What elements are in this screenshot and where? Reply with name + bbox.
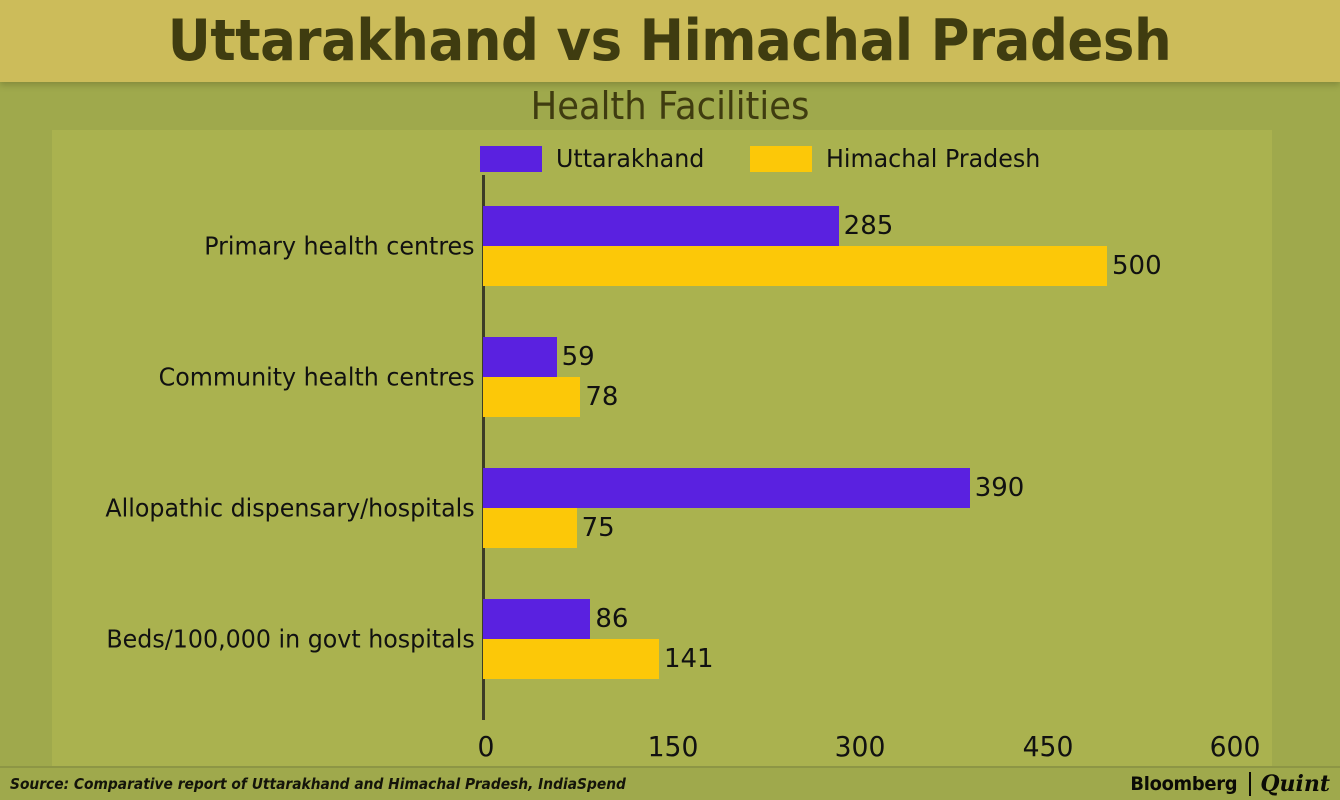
- x-tick-label: 150: [647, 730, 699, 763]
- x-tick-label: 450: [1022, 730, 1073, 763]
- page-title: Uttarakhand vs Himachal Pradesh: [168, 8, 1172, 74]
- brand-logo: Bloomberg Quint: [1127, 771, 1330, 797]
- bar-group-row: Beds/100,000 in govt hospitals 86 141: [52, 599, 1272, 679]
- bar-uttarakhand[interactable]: 59: [483, 337, 595, 377]
- bar-value-label: 141: [663, 644, 714, 674]
- bar-uttarakhand[interactable]: 285: [483, 206, 893, 246]
- x-tick-label: 300: [835, 730, 886, 763]
- bar-group-row: Allopathic dispensary/hospitals 390 75: [52, 468, 1272, 548]
- bar-uttarakhand[interactable]: 390: [483, 468, 1024, 508]
- footer-divider: [0, 766, 1340, 768]
- brand-bloomberg-text: Bloomberg: [1130, 773, 1237, 795]
- x-tick-label: 600: [1209, 730, 1261, 763]
- header-band: Uttarakhand vs Himachal Pradesh: [0, 0, 1340, 82]
- legend-item-uttarakhand[interactable]: Uttarakhand: [480, 144, 712, 173]
- bar-value-label: 78: [585, 382, 619, 412]
- legend-swatch-icon: [750, 145, 813, 172]
- bar-himachal-pradesh[interactable]: 500: [483, 246, 1162, 286]
- bar-himachal-pradesh[interactable]: 78: [483, 377, 618, 417]
- x-tick-label: 0: [477, 730, 495, 763]
- legend-label: Uttarakhand: [556, 144, 705, 173]
- legend-item-himachal-pradesh[interactable]: Himachal Pradesh: [750, 144, 1052, 173]
- brand-quint-text: Quint: [1260, 771, 1330, 797]
- category-label: Primary health centres: [204, 231, 475, 261]
- bar-value-label: 500: [1112, 251, 1162, 281]
- category-label: Beds/100,000 in govt hospitals: [106, 624, 475, 654]
- source-note: Source: Comparative report of Uttarakhan…: [10, 775, 626, 793]
- bar-himachal-pradesh[interactable]: 141: [483, 639, 714, 679]
- bar-himachal-pradesh[interactable]: 75: [483, 508, 615, 548]
- category-label: Community health centres: [158, 362, 475, 392]
- bar-group-row: Community health centres 59 78: [52, 337, 1272, 417]
- bar-value-label: 59: [561, 342, 595, 372]
- x-axis: 0 150 300 450 600: [52, 722, 1272, 766]
- bar-value-label: 75: [581, 513, 615, 543]
- chart-plot-area: Uttarakhand Himachal Pradesh Primary heal…: [52, 130, 1272, 766]
- footer-bar: Source: Comparative report of Uttarakhan…: [0, 768, 1340, 800]
- bar-value-label: 390: [974, 473, 1025, 503]
- bar-value-label: 86: [595, 604, 629, 634]
- brand-divider-icon: [1249, 772, 1252, 796]
- legend-label: Himachal Pradesh: [826, 144, 1041, 173]
- bar-uttarakhand[interactable]: 86: [483, 599, 628, 639]
- bar-group-row: Primary health centres 285 500: [52, 206, 1272, 286]
- page-subtitle: Health Facilities: [530, 84, 810, 128]
- legend-swatch-icon: [480, 145, 542, 172]
- category-label: Allopathic dispensary/hospitals: [105, 493, 475, 523]
- chart-legend: Uttarakhand Himachal Pradesh: [480, 144, 1052, 173]
- bar-value-label: 285: [843, 211, 894, 241]
- y-axis-line: [482, 175, 485, 720]
